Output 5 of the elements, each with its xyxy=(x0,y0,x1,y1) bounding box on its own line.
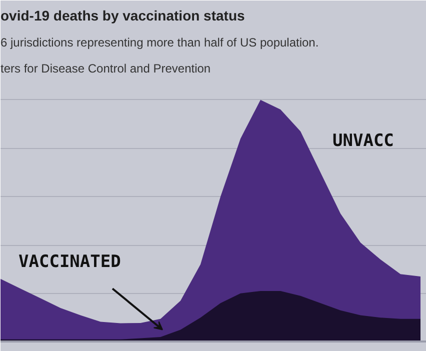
text: ters for Disease Control and Prevention xyxy=(0,62,211,76)
chart-subtitle: 6 jurisdictions representing more than half of US population. xyxy=(0,36,319,50)
chart-title: ovid-19 deaths by vaccination status xyxy=(0,8,246,24)
annotation: VACCINATED xyxy=(18,252,121,272)
annotation: UNVACC xyxy=(332,130,394,151)
